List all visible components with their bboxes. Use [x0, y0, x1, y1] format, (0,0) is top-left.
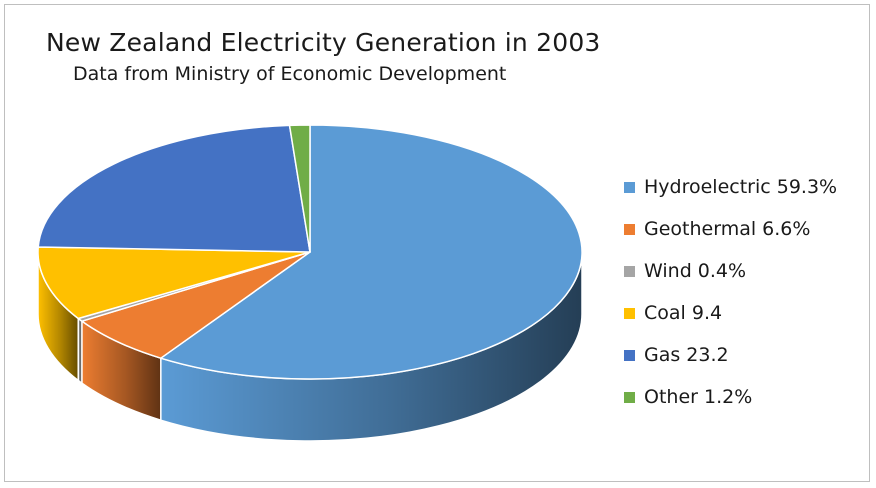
legend-swatch-coal [624, 307, 635, 319]
legend-label-wind: Wind 0.4% [644, 260, 747, 282]
legend-swatch-gas [624, 349, 635, 361]
legend-item-gas: Gas 23.2 [624, 334, 837, 376]
pie-slice-hydroelectric[interactable] [160, 124, 583, 380]
legend: Hydroelectric 59.3% Geothermal 6.6% Wind 0… [624, 166, 837, 418]
legend-swatch-wind [624, 265, 635, 277]
pie-slice-other[interactable] [288, 124, 311, 253]
legend-swatch-other [624, 391, 635, 403]
pie-slice-gas[interactable] [37, 124, 311, 253]
legend-swatch-geothermal [624, 223, 635, 235]
legend-label-hydroelectric: Hydroelectric 59.3% [644, 176, 838, 198]
legend-label-other: Other 1.2% [644, 386, 753, 408]
legend-label-gas: Gas 23.2 [644, 344, 729, 366]
chart-subtitle: Data from Ministry of Economic Developme… [73, 63, 507, 85]
legend-label-coal: Coal 9.4 [644, 302, 723, 324]
pie-slice-geothermal[interactable] [81, 251, 311, 359]
legend-item-wind: Wind 0.4% [624, 250, 837, 292]
legend-item-hydroelectric: Hydroelectric 59.3% [624, 166, 837, 208]
legend-item-coal: Coal 9.4 [624, 292, 837, 334]
legend-item-geothermal: Geothermal 6.6% [624, 208, 837, 250]
chart-title: New Zealand Electricity Generation in 20… [46, 28, 601, 57]
legend-item-other: Other 1.2% [624, 376, 837, 418]
legend-swatch-hydroelectric [624, 181, 635, 193]
legend-label-geothermal: Geothermal 6.6% [644, 218, 811, 240]
pie-slice-coal[interactable] [37, 246, 311, 320]
